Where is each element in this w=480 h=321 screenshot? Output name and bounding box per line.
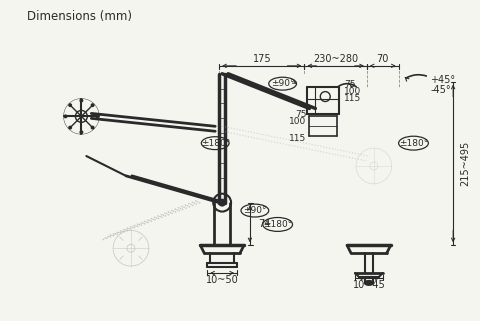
Text: 70: 70 xyxy=(377,54,389,64)
Circle shape xyxy=(68,126,72,130)
Text: ±180°: ±180° xyxy=(263,220,292,229)
Circle shape xyxy=(91,103,95,107)
Text: ±90°: ±90° xyxy=(271,79,294,88)
Circle shape xyxy=(63,114,68,118)
Text: 115: 115 xyxy=(289,134,306,143)
Text: 100: 100 xyxy=(344,87,361,96)
Text: 10~50: 10~50 xyxy=(206,275,239,285)
Circle shape xyxy=(79,130,84,134)
Text: 74: 74 xyxy=(258,219,270,229)
Circle shape xyxy=(68,103,72,107)
Text: -45°: -45° xyxy=(431,85,451,95)
Text: 75: 75 xyxy=(344,80,356,89)
Text: 215~495: 215~495 xyxy=(460,141,470,186)
Text: ±180°: ±180° xyxy=(201,139,230,148)
Text: 100: 100 xyxy=(289,117,306,126)
Circle shape xyxy=(91,126,95,130)
Text: 115: 115 xyxy=(344,94,361,103)
Circle shape xyxy=(79,99,84,102)
Text: 10~45: 10~45 xyxy=(352,280,385,290)
Text: ±180°: ±180° xyxy=(399,139,428,148)
Text: 75: 75 xyxy=(295,110,306,119)
Circle shape xyxy=(218,199,226,207)
Text: +45°: +45° xyxy=(431,75,456,85)
Text: ±90°: ±90° xyxy=(243,206,266,215)
Text: 175: 175 xyxy=(252,54,271,64)
Text: Dimensions (mm): Dimensions (mm) xyxy=(27,10,132,23)
Text: 230~280: 230~280 xyxy=(313,54,358,64)
Circle shape xyxy=(95,114,99,118)
